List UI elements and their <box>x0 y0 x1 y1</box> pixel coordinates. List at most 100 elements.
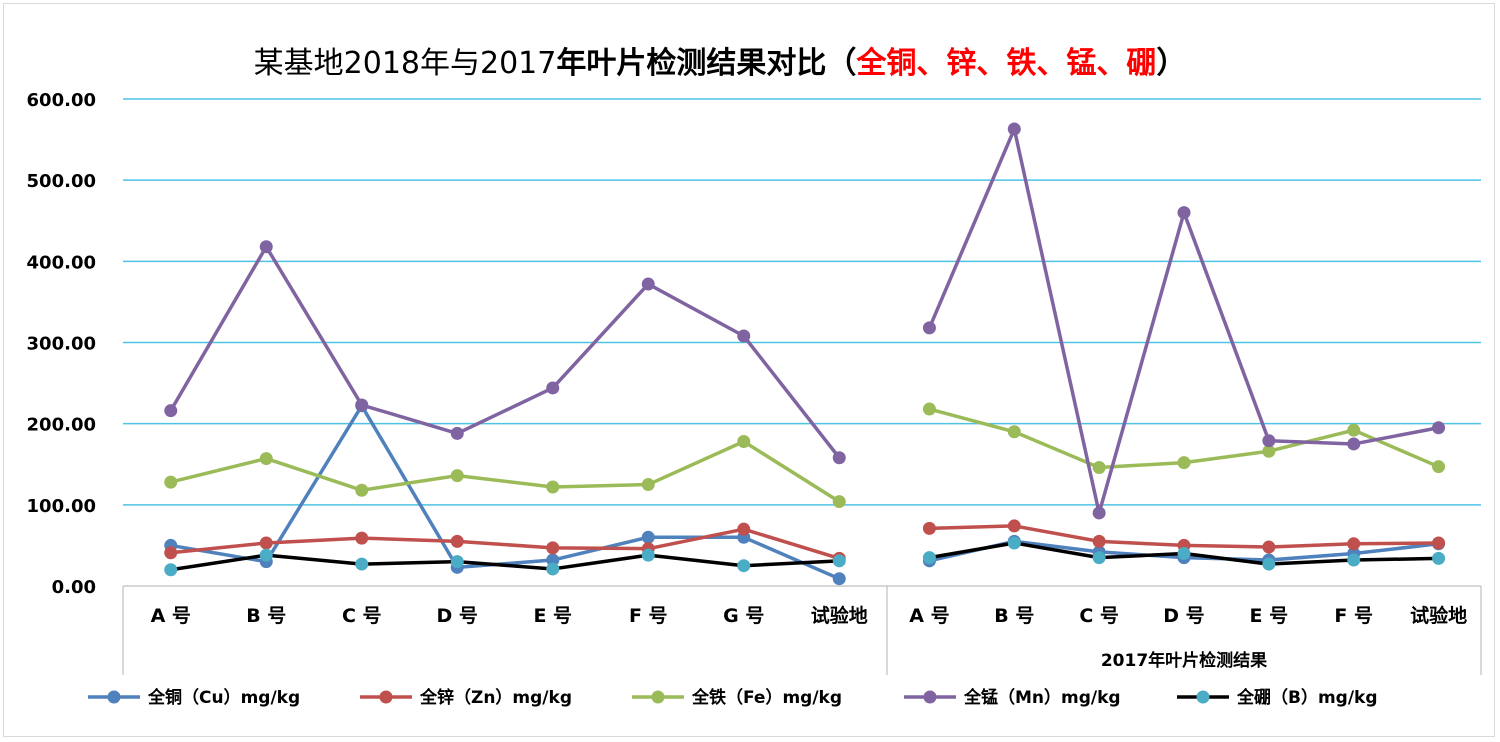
data-point <box>164 475 178 489</box>
data-point <box>450 469 464 483</box>
y-tick-label: 100.00 <box>27 496 96 517</box>
data-point <box>832 572 846 586</box>
legend-swatch-marker <box>651 690 665 704</box>
legend-label: 全铁（Fe）mg/kg <box>691 687 842 708</box>
x-tick-label: 试验地 <box>1410 604 1467 627</box>
title-part-2: 年叶片检测结果对比（ <box>556 46 857 81</box>
data-point <box>1092 460 1106 474</box>
title-part-4: ） <box>1156 46 1187 81</box>
chart-frame <box>3 3 1495 737</box>
y-tick-label: 0.00 <box>52 577 96 598</box>
data-point <box>546 541 560 555</box>
data-point <box>1007 122 1021 136</box>
x-tick-label: B 号 <box>994 605 1034 627</box>
x-tick-label: D 号 <box>437 605 478 627</box>
data-point <box>1432 536 1446 550</box>
data-point <box>737 522 751 536</box>
x-tick-label: F 号 <box>1334 605 1373 627</box>
data-point <box>1177 206 1191 220</box>
x-tick-label: B 号 <box>246 605 286 627</box>
series-line-4 <box>927 127 1439 515</box>
data-point <box>355 483 369 497</box>
data-point <box>1007 519 1021 533</box>
series-line-2 <box>170 527 840 561</box>
data-point <box>832 451 846 465</box>
legend-swatch-marker <box>107 690 121 704</box>
data-point <box>1347 537 1361 551</box>
legend-swatch-marker <box>379 690 393 704</box>
data-point <box>164 563 178 577</box>
data-point <box>1347 553 1361 567</box>
x-tick-label: C 号 <box>342 605 382 627</box>
data-point <box>259 548 273 562</box>
legend-label: 全锌（Zn）mg/kg <box>419 687 572 708</box>
data-point <box>259 536 273 550</box>
series-line-5 <box>170 553 840 572</box>
data-point <box>1347 437 1361 451</box>
title-highlight: 全铜、锌、铁、锰、硼 <box>856 46 1157 81</box>
data-point <box>641 530 655 544</box>
data-point <box>1432 460 1446 474</box>
data-point <box>1092 506 1106 520</box>
legend-label: 全铜（Cu）mg/kg <box>147 687 300 708</box>
data-point <box>1347 423 1361 437</box>
data-point <box>259 452 273 466</box>
data-point <box>450 534 464 548</box>
data-point <box>1092 551 1106 565</box>
y-tick-label: 400.00 <box>27 252 96 273</box>
y-tick-label: 600.00 <box>27 90 96 111</box>
legend-swatch-marker <box>1196 690 1210 704</box>
legend-label: 全锰（Mn）mg/kg <box>963 687 1121 708</box>
y-tick-label: 200.00 <box>27 415 96 436</box>
title-part-1: 某基地2018年与2017 <box>253 46 557 81</box>
data-point <box>1092 534 1106 548</box>
data-point <box>1177 547 1191 561</box>
series-line-4 <box>169 244 841 459</box>
data-point <box>546 381 560 395</box>
data-point <box>832 495 846 509</box>
data-point <box>259 240 273 254</box>
x-tick-label: 试验地 <box>811 604 868 627</box>
data-point <box>546 553 560 567</box>
data-point <box>641 478 655 492</box>
legend-label: 全硼（B）mg/kg <box>1236 687 1378 708</box>
data-point <box>164 546 178 560</box>
x-tick-label: E 号 <box>1250 605 1289 627</box>
series-line-3 <box>170 439 841 504</box>
x-tick-label: C 号 <box>1079 605 1119 627</box>
legend-swatch-marker <box>923 690 937 704</box>
data-point <box>450 426 464 440</box>
data-point <box>737 559 751 573</box>
data-point <box>355 531 369 545</box>
data-point <box>922 521 936 535</box>
data-point <box>922 402 936 416</box>
data-point <box>1007 425 1021 439</box>
x-tick-label: G 号 <box>723 605 764 627</box>
group-label: 2017年叶片检测结果 <box>1101 650 1267 671</box>
data-point <box>922 321 936 335</box>
data-point <box>1007 536 1021 550</box>
chart-title: 某基地2018年与2017年叶片检测结果对比（全铜、锌、铁、锰、硼） <box>0 38 1440 82</box>
x-tick-label: A 号 <box>151 605 191 627</box>
y-tick-label: 500.00 <box>27 171 96 192</box>
data-point <box>1432 551 1446 565</box>
data-point <box>1262 557 1276 571</box>
data-point <box>832 554 846 568</box>
data-point <box>546 562 560 576</box>
data-point <box>546 480 560 494</box>
data-point <box>1432 421 1446 435</box>
data-point <box>355 557 369 571</box>
data-point <box>922 551 936 565</box>
x-tick-label: E 号 <box>533 605 572 627</box>
x-tick-label: F 号 <box>629 605 668 627</box>
y-tick-label: 300.00 <box>27 334 96 355</box>
data-point <box>737 435 751 449</box>
data-point <box>355 398 369 412</box>
x-tick-label: A 号 <box>909 605 949 627</box>
data-point <box>450 555 464 569</box>
data-point <box>641 277 655 291</box>
data-point <box>164 404 178 418</box>
data-point <box>641 548 655 562</box>
data-point <box>1262 434 1276 448</box>
